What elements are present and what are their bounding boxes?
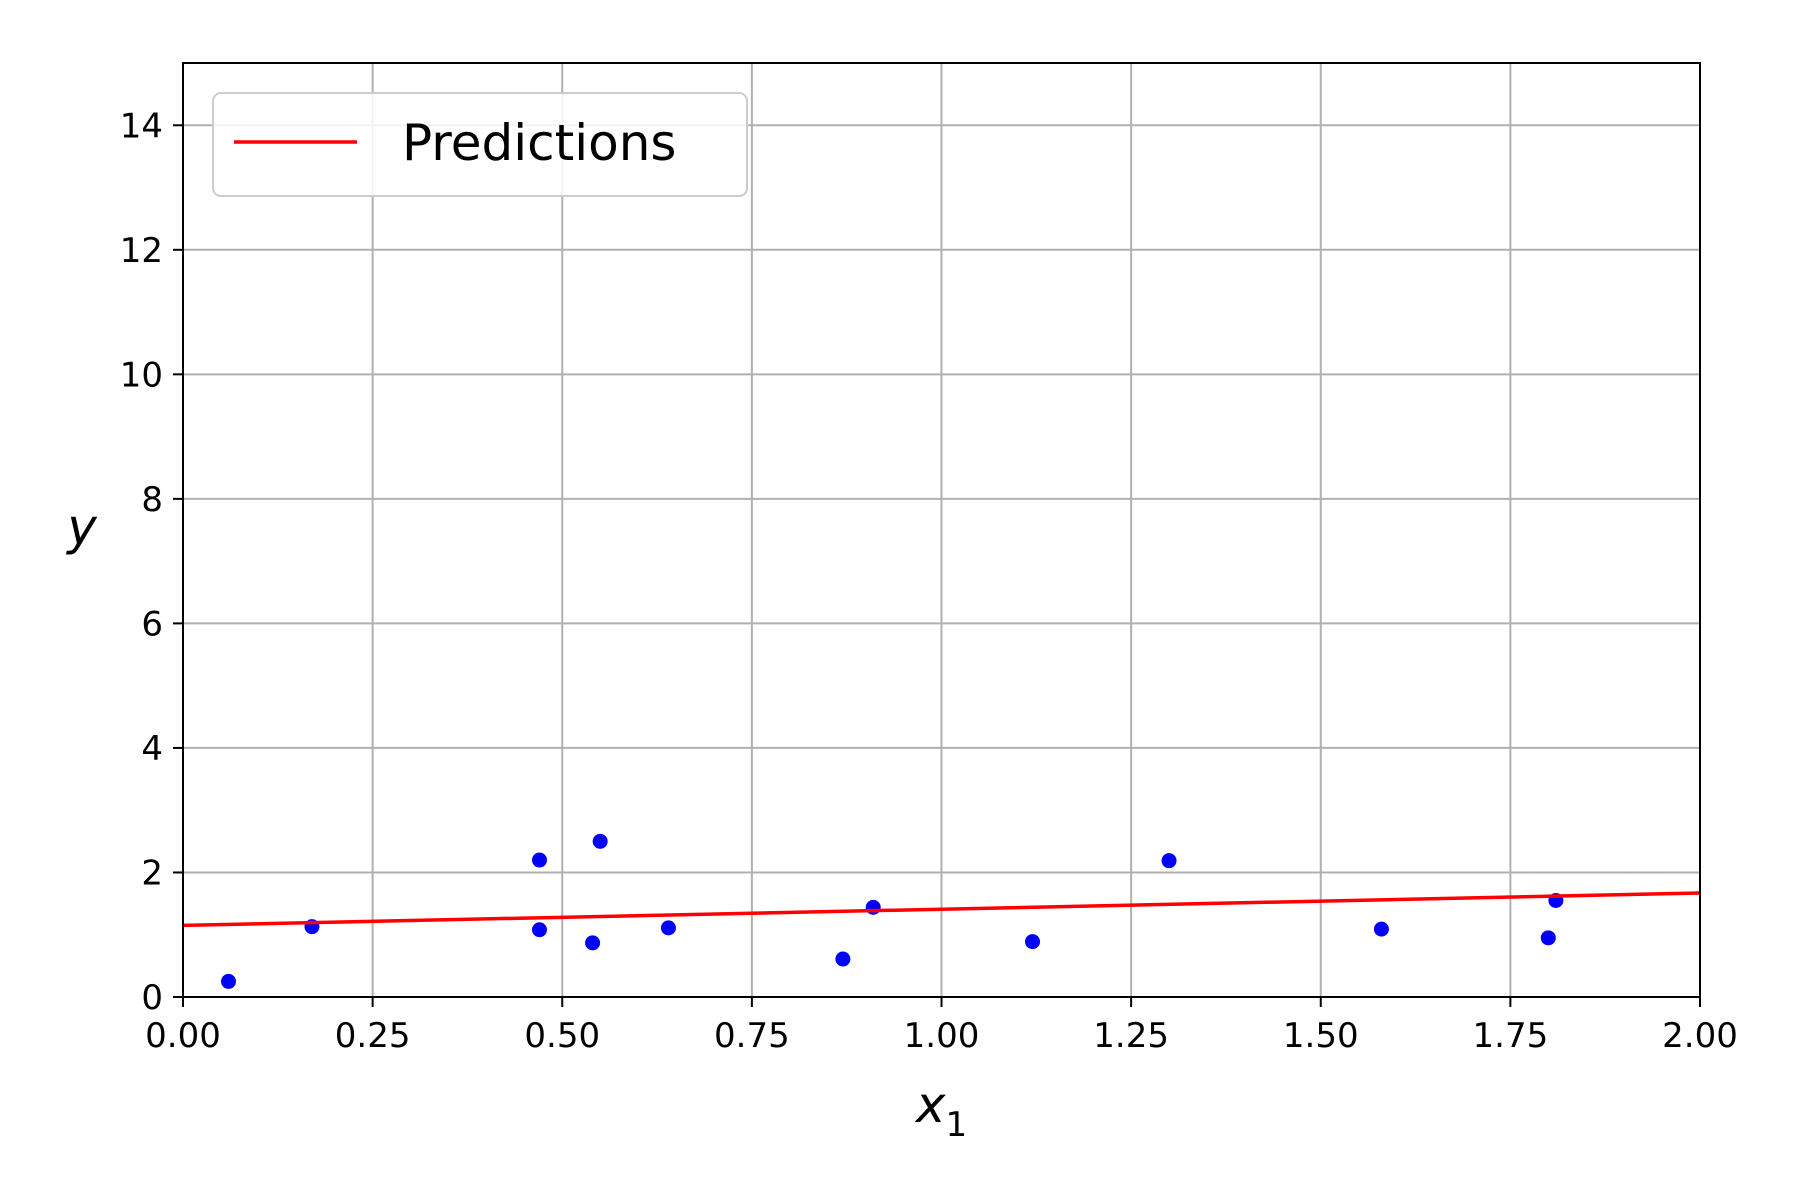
x-axis-label: x1 — [914, 1076, 967, 1145]
grid — [182, 63, 1701, 998]
legend-label-predictions: Predictions — [402, 114, 676, 172]
data-point — [1373, 921, 1389, 937]
x-tick-label: 0.25 — [335, 1016, 411, 1056]
y-tick-label: 14 — [120, 106, 163, 146]
data-point — [531, 922, 547, 938]
data-point — [865, 899, 881, 915]
data-point — [660, 920, 676, 936]
x-tick-label: 2.00 — [1662, 1016, 1738, 1056]
y-tick-label: 6 — [141, 604, 163, 644]
x-tick-label: 1.00 — [904, 1016, 980, 1056]
x-tick-label: 1.50 — [1283, 1016, 1359, 1056]
y-tick-label: 12 — [120, 231, 163, 271]
x-tick-label: 1.25 — [1093, 1016, 1169, 1056]
data-point — [585, 935, 601, 951]
x-tick-label: 0.00 — [145, 1016, 221, 1056]
x-tick-label: 0.75 — [714, 1016, 790, 1056]
legend-box — [212, 92, 748, 197]
data-point — [835, 951, 851, 967]
data-point — [1540, 930, 1556, 946]
plot-area — [182, 833, 1701, 989]
y-tick-label: 4 — [141, 729, 163, 769]
y-tick-label: 2 — [141, 853, 163, 893]
data-point — [221, 973, 237, 989]
legend: Predictions — [212, 92, 748, 197]
data-point — [1025, 934, 1041, 950]
predictions-line — [182, 891, 1701, 928]
y-tick-label: 10 — [120, 355, 163, 395]
data-point — [592, 833, 608, 849]
x-tick-label: 0.50 — [524, 1016, 600, 1056]
ticks: 0.00 0.25 0.50 0.75 1.00 1.25 1.50 1.75 2.00 0 2 4 6… — [120, 106, 1738, 1056]
y-tick-label: 0 — [141, 978, 163, 1018]
data-point — [531, 852, 547, 868]
y-axis-label: y — [65, 498, 98, 556]
x-tick-label: 1.75 — [1473, 1016, 1549, 1056]
data-point — [1161, 853, 1177, 869]
y-tick-label: 8 — [141, 480, 163, 520]
